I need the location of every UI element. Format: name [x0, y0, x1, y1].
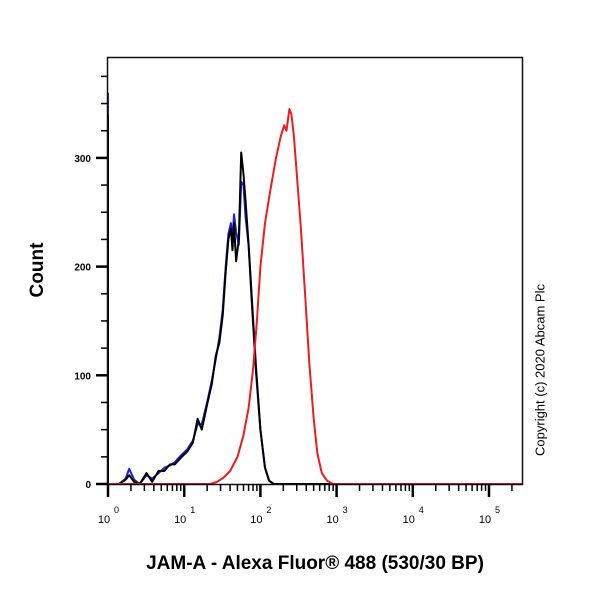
y-tick-label: 100	[74, 371, 91, 382]
y-tick-label: 0	[85, 480, 91, 491]
x-tick-exponent: 0	[114, 505, 119, 515]
x-tick-exponent: 2	[266, 505, 271, 515]
y-axis: 0 100 200 300	[74, 75, 108, 491]
plot-frame	[106, 56, 524, 486]
x-tick-exponent: 5	[495, 505, 500, 515]
x-tick-exponent: 3	[343, 505, 348, 515]
series-line-1	[107, 114, 522, 485]
x-tick-label: 10	[174, 514, 186, 526]
x-tick-label: 10	[403, 514, 415, 526]
series-line-2	[108, 108, 522, 485]
copyright-notice: Copyright (c) 2020 Abcam Plc	[532, 284, 548, 456]
x-tick-exponent: 1	[190, 505, 195, 515]
x-tick-label: 10	[326, 514, 338, 526]
x-tick-label: 10	[250, 514, 262, 526]
y-tick-label: 300	[74, 154, 91, 165]
x-tick-label: 10	[479, 514, 491, 526]
y-axis-label: Count	[27, 242, 48, 298]
x-axis-label: JAM-A - Alexa Fluor® 488 (530/30 BP)	[146, 553, 484, 574]
series-layer	[107, 92, 522, 485]
y-tick-label: 200	[74, 263, 91, 274]
x-axis: 10 0 10 1 10 2 10 3 10 4 10 5	[98, 484, 513, 526]
x-tick-label: 10	[98, 514, 110, 526]
x-tick-exponent: 4	[419, 505, 424, 515]
